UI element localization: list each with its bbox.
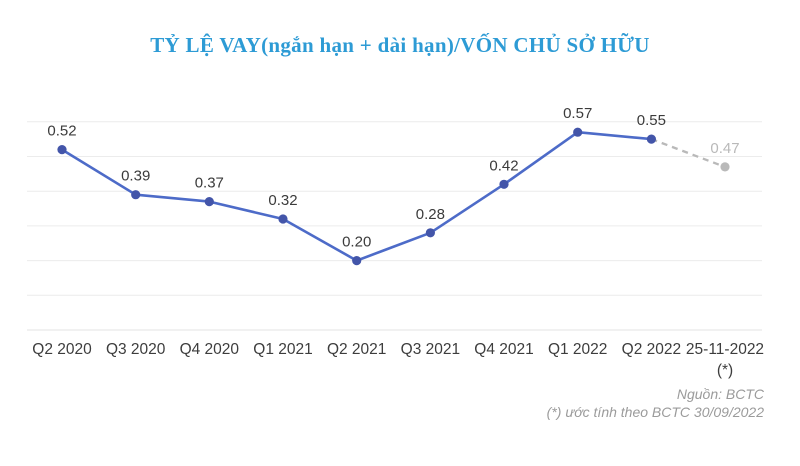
value-label: 0.55 [637, 112, 666, 129]
data-point [57, 145, 67, 155]
x-axis-footnote-marker: (*) [717, 362, 733, 379]
data-point [425, 228, 435, 238]
x-axis-label: Q2 2022 [622, 341, 681, 358]
data-point [204, 197, 214, 207]
value-label: 0.57 [563, 105, 592, 122]
estimated-segment-line [650, 138, 726, 168]
data-point-estimated [720, 162, 730, 172]
value-label: 0.47 [710, 140, 739, 157]
x-axis-label: 25-11-2022 [686, 341, 764, 358]
x-axis-label: Q1 2022 [548, 341, 607, 358]
source-text: Nguồn: BCTC [676, 386, 764, 402]
data-point [131, 190, 141, 200]
value-label: 0.20 [342, 234, 371, 251]
x-axis-label: Q3 2020 [106, 341, 166, 358]
x-axis-label: Q4 2020 [180, 341, 240, 358]
x-axis-label: Q2 2021 [327, 341, 386, 358]
data-point [499, 179, 509, 189]
value-label: 0.42 [489, 157, 518, 174]
data-point [352, 256, 362, 266]
value-label: 0.28 [416, 206, 445, 223]
value-label: 0.32 [268, 192, 297, 209]
value-label: 0.39 [121, 168, 150, 185]
chart-footer: Nguồn: BCTC (*) ước tính theo BCTC 30/09… [547, 385, 764, 422]
value-label: 0.52 [47, 123, 76, 140]
value-label: 0.37 [195, 175, 224, 192]
data-point [278, 214, 288, 224]
data-point [646, 134, 657, 144]
x-axis-label: Q3 2021 [401, 341, 460, 358]
x-axis-label: Q1 2021 [253, 341, 312, 358]
data-point [573, 127, 583, 137]
footnote-text: (*) ước tính theo BCTC 30/09/2022 [546, 404, 764, 421]
x-axis-label: Q2 2020 [32, 341, 92, 358]
x-axis-label: Q4 2021 [474, 341, 533, 358]
chart-title: TỶ LỆ VAY(ngắn hạn + dài hạn)/VỐN CHỦ SỞ… [150, 33, 650, 57]
